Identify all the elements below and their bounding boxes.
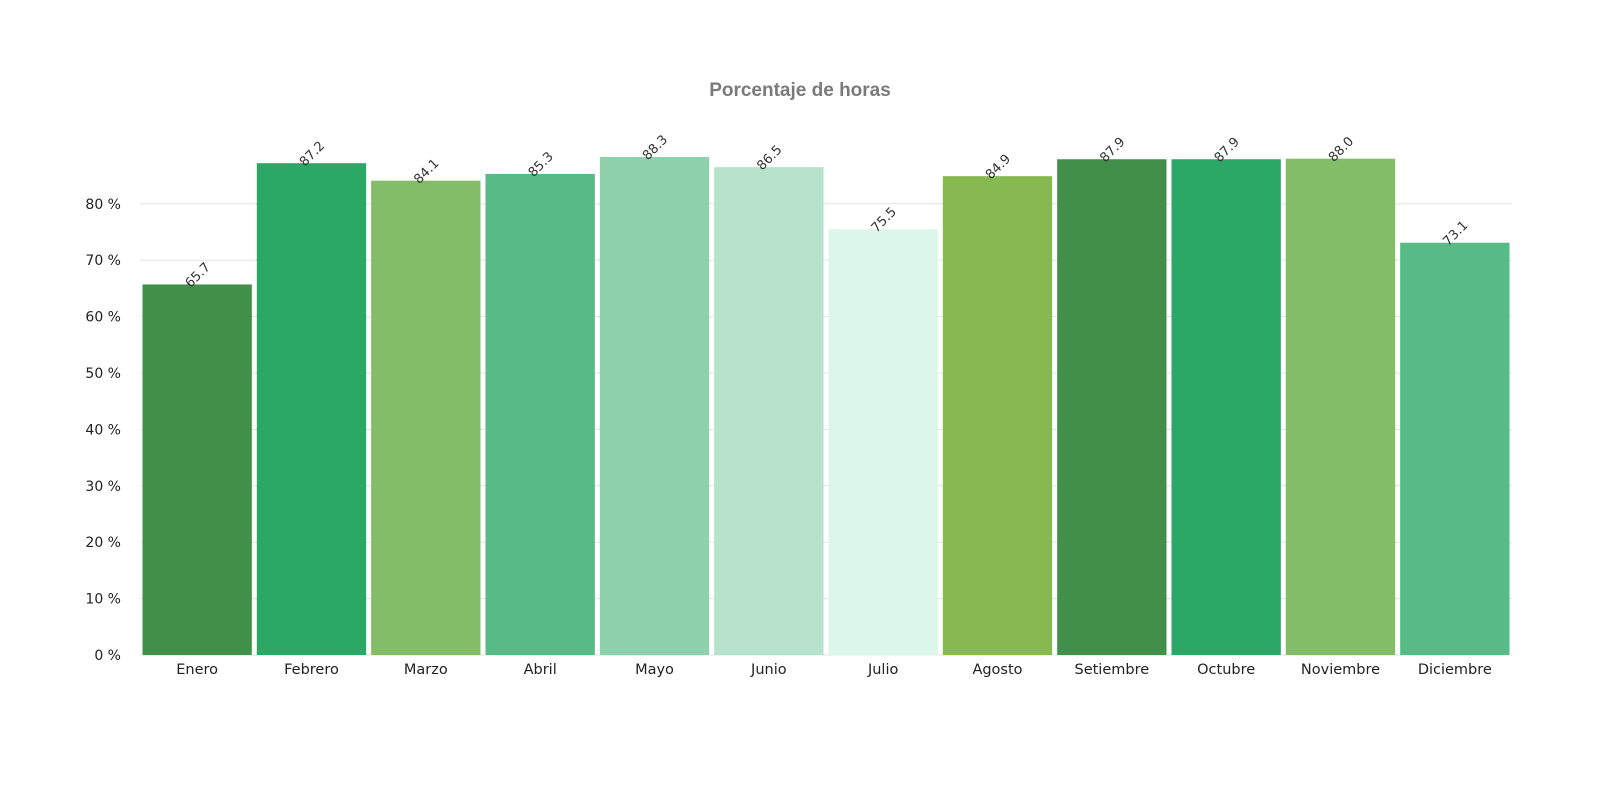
x-category-label: Marzo — [404, 662, 448, 678]
bar-junio — [714, 167, 824, 655]
x-category-label: Setiembre — [1075, 662, 1150, 678]
x-category-label: Diciembre — [1418, 662, 1492, 678]
bar-enero — [142, 284, 252, 655]
bar-febrero — [256, 163, 367, 655]
x-category-label: Febrero — [284, 662, 339, 678]
x-category-label: Junio — [750, 662, 787, 678]
y-tick-label: 80 % — [85, 197, 121, 213]
x-category-label: Octubre — [1197, 662, 1255, 678]
y-tick-label: 60 % — [85, 310, 121, 326]
x-category-label: Julio — [867, 662, 899, 678]
x-category-label: Agosto — [972, 662, 1022, 678]
y-axis-ticks: 0 % 10 % 20 % 30 % 40 % 50 % 60 % 70 % 80 % — [85, 197, 121, 664]
bar-diciembre — [1400, 242, 1510, 655]
bar-julio — [828, 229, 938, 655]
bar-abril — [485, 173, 595, 655]
bar-marzo — [371, 180, 481, 655]
x-category-label: Noviembre — [1301, 662, 1380, 678]
bar-setiembre — [1057, 159, 1167, 655]
y-tick-label: 30 % — [85, 479, 121, 495]
y-tick-label: 0 % — [94, 648, 121, 664]
x-axis-categories: Enero Febrero Marzo Abril Mayo Junio Julio Agos… — [176, 662, 1492, 678]
grid-lines — [140, 203, 1512, 656]
bar-noviembre — [1285, 158, 1396, 655]
bar-agosto — [942, 176, 1053, 655]
bars — [142, 156, 1510, 655]
y-tick-label: 50 % — [85, 366, 121, 382]
x-category-label: Enero — [176, 662, 218, 678]
x-category-label: Abril — [524, 662, 557, 678]
y-tick-label: 20 % — [85, 535, 121, 551]
bar-octubre — [1171, 159, 1281, 655]
y-tick-label: 40 % — [85, 422, 121, 438]
x-category-label: Mayo — [635, 662, 674, 678]
y-tick-label: 70 % — [85, 253, 121, 269]
y-tick-label: 10 % — [85, 592, 121, 608]
bar-mayo — [599, 156, 710, 655]
chart-title: Porcentaje de horas — [709, 80, 891, 101]
